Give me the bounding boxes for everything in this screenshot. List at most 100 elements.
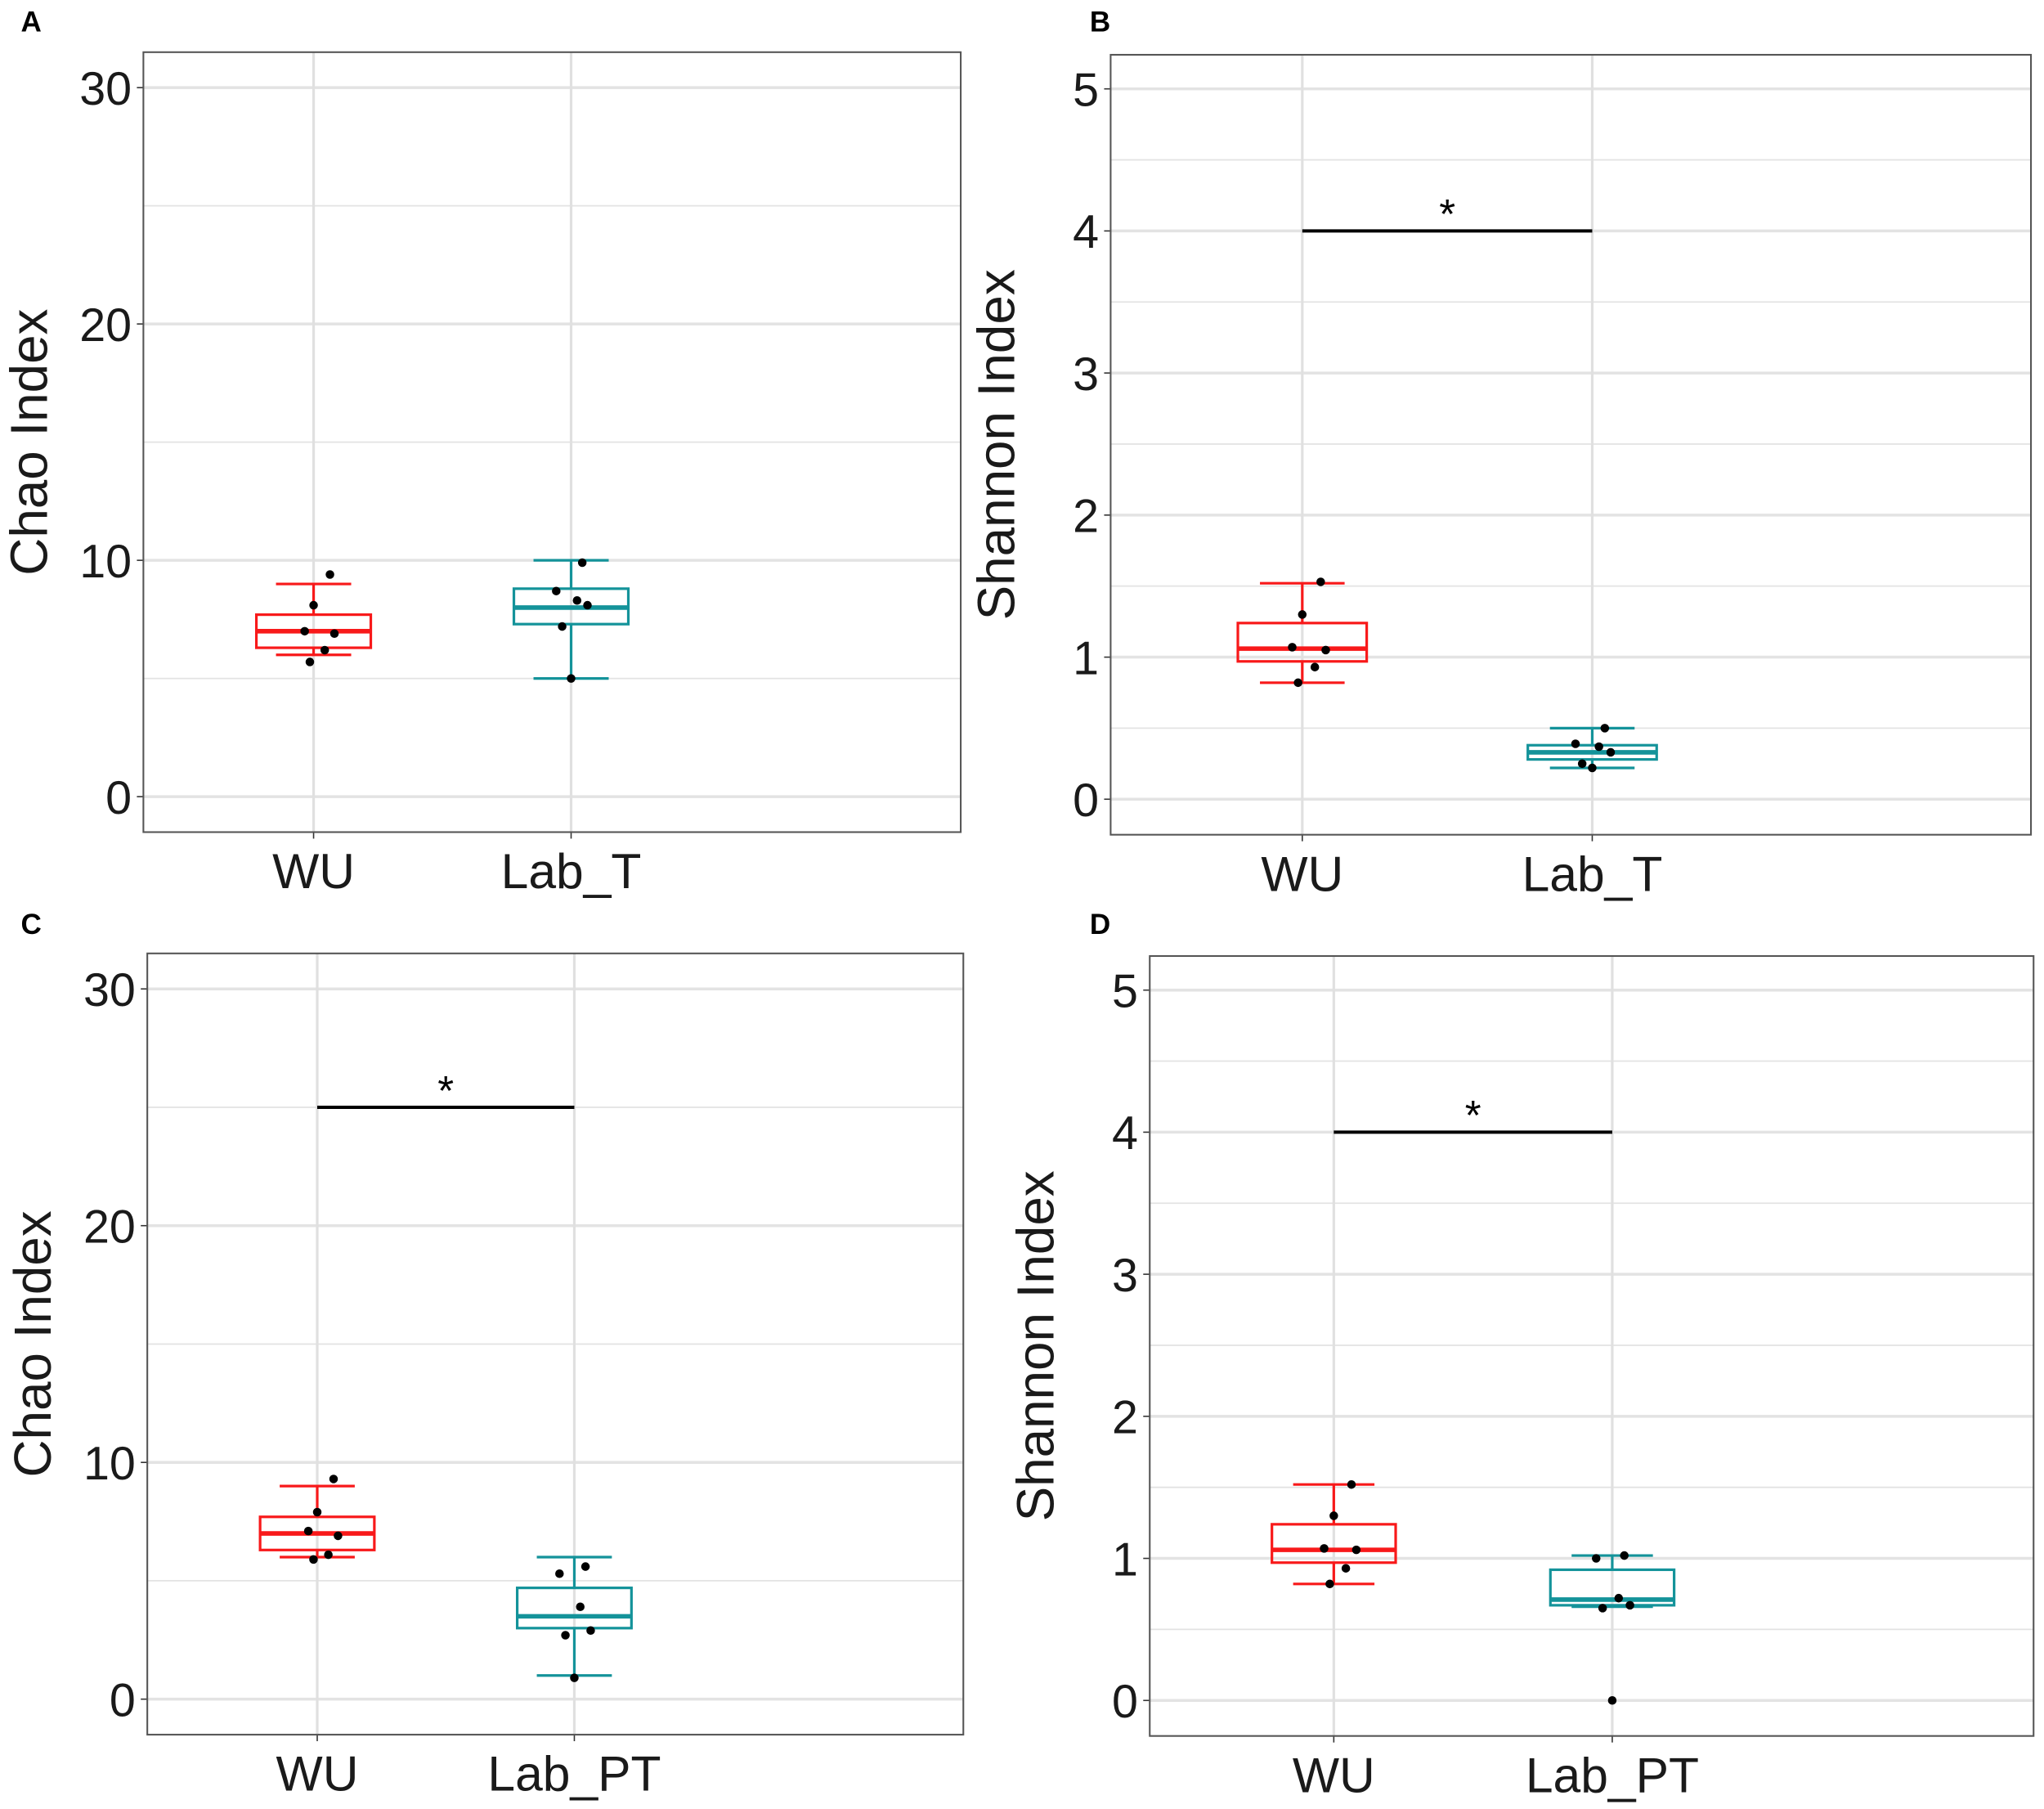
y-tick-label: 3 <box>1073 348 1099 401</box>
x-tick-label: WU <box>1261 846 1343 901</box>
data-point <box>1288 643 1297 652</box>
data-point <box>1571 739 1580 748</box>
data-point <box>329 1475 338 1484</box>
box-lab-pt <box>516 1555 633 1682</box>
box-wu <box>258 1475 376 1564</box>
x-tick-label: Lab_PT <box>487 1746 661 1802</box>
y-tick-label: 0 <box>105 772 132 824</box>
y-tick-label: 4 <box>1112 1107 1138 1160</box>
y-tick-label: 5 <box>1112 965 1138 1017</box>
x-tick-label: WU <box>1293 1747 1375 1802</box>
data-point <box>1325 1579 1334 1589</box>
box-wu <box>254 570 373 667</box>
y-tick-label: 0 <box>1073 774 1099 827</box>
data-point <box>555 1569 564 1578</box>
panel-c: C WU Lab_PT 0 10 20 30 Chao Index * <box>3 909 965 1802</box>
y-tick-label: 0 <box>110 1674 136 1726</box>
x-tick-label: Lab_T <box>1522 846 1663 901</box>
data-point <box>552 586 561 595</box>
box-iqr <box>1271 1523 1397 1564</box>
data-point <box>1341 1564 1351 1573</box>
y-tick-label: 1 <box>1112 1533 1138 1586</box>
data-point <box>1293 678 1302 688</box>
panel-d: D WU Lab_PT 0 1 2 3 4 5 Shannon Index * <box>1006 909 2035 1802</box>
x-tick-label: WU <box>272 843 355 899</box>
box-iqr <box>516 1587 633 1630</box>
data-point <box>572 596 582 605</box>
data-point <box>1614 1593 1624 1603</box>
data-point <box>577 558 587 568</box>
panel-border <box>146 952 965 1736</box>
data-point <box>1329 1511 1338 1520</box>
data-point <box>1607 1695 1617 1705</box>
data-point <box>305 658 315 667</box>
y-tick-label: 30 <box>83 964 136 1017</box>
data-point <box>1577 759 1587 769</box>
x-tick-label: WU <box>276 1746 359 1802</box>
data-point <box>586 1626 595 1635</box>
box-iqr <box>1236 622 1369 663</box>
panel-b: B WU Lab_T 0 1 2 3 4 5 Shannon Index * <box>966 6 2033 901</box>
data-point <box>303 1526 313 1536</box>
data-point <box>1347 1479 1356 1489</box>
data-point <box>309 600 318 610</box>
panel-label: C <box>21 909 42 940</box>
box-lab-pt <box>1549 1551 1676 1705</box>
data-point <box>1592 1554 1601 1563</box>
data-point <box>300 626 309 636</box>
data-point <box>1625 1600 1634 1610</box>
data-point <box>1320 1544 1329 1553</box>
y-tick-label: 0 <box>1112 1676 1138 1728</box>
y-axis-label: Shannon Index <box>966 269 1025 620</box>
box-lab-t <box>1526 724 1658 773</box>
panel-border <box>1149 954 2035 1737</box>
box-iqr <box>1549 1568 1676 1607</box>
data-point <box>320 645 329 655</box>
significance-label: * <box>437 1067 454 1114</box>
data-point <box>309 1555 318 1564</box>
data-point <box>1606 747 1616 757</box>
data-point <box>1600 724 1610 733</box>
data-point <box>1321 645 1330 655</box>
y-tick-label: 20 <box>79 299 132 352</box>
significance-label: * <box>1465 1092 1481 1138</box>
y-tick-label: 10 <box>83 1438 136 1490</box>
box-wu <box>1236 577 1369 688</box>
x-tick-label: Lab_T <box>501 843 642 899</box>
data-point <box>1298 610 1307 619</box>
data-point <box>324 1550 333 1560</box>
data-point <box>1316 577 1325 586</box>
data-point <box>312 1507 322 1517</box>
data-point <box>576 1602 585 1612</box>
y-tick-label: 30 <box>79 63 132 115</box>
y-tick-label: 5 <box>1073 64 1099 116</box>
data-point <box>558 622 567 631</box>
data-point <box>329 629 339 638</box>
panel-border <box>1109 53 2033 836</box>
data-point <box>570 1673 579 1682</box>
box-wu <box>1271 1479 1397 1589</box>
y-axis-label: Chao Index <box>3 1210 62 1477</box>
data-point <box>325 570 334 579</box>
y-tick-label: 2 <box>1073 491 1099 543</box>
x-tick-label: Lab_PT <box>1526 1747 1699 1802</box>
data-point <box>1588 763 1597 773</box>
panel-a: A WU Lab_T 0 10 20 30 Chao Index <box>0 6 962 899</box>
y-tick-label: 20 <box>83 1201 136 1253</box>
y-tick-label: 10 <box>79 536 132 588</box>
panel-border <box>142 51 962 833</box>
y-tick-label: 3 <box>1112 1250 1138 1302</box>
data-point <box>1598 1604 1607 1613</box>
panel-label: D <box>1090 909 1110 940</box>
data-point <box>567 674 576 683</box>
data-point <box>334 1531 343 1541</box>
data-point <box>580 1562 590 1571</box>
panel-label: B <box>1090 6 1110 38</box>
data-point <box>1594 742 1603 752</box>
data-point <box>561 1631 570 1640</box>
data-point <box>1351 1545 1361 1555</box>
y-tick-label: 1 <box>1073 632 1099 685</box>
significance-label: * <box>1439 191 1455 237</box>
panel-label: A <box>21 6 42 38</box>
